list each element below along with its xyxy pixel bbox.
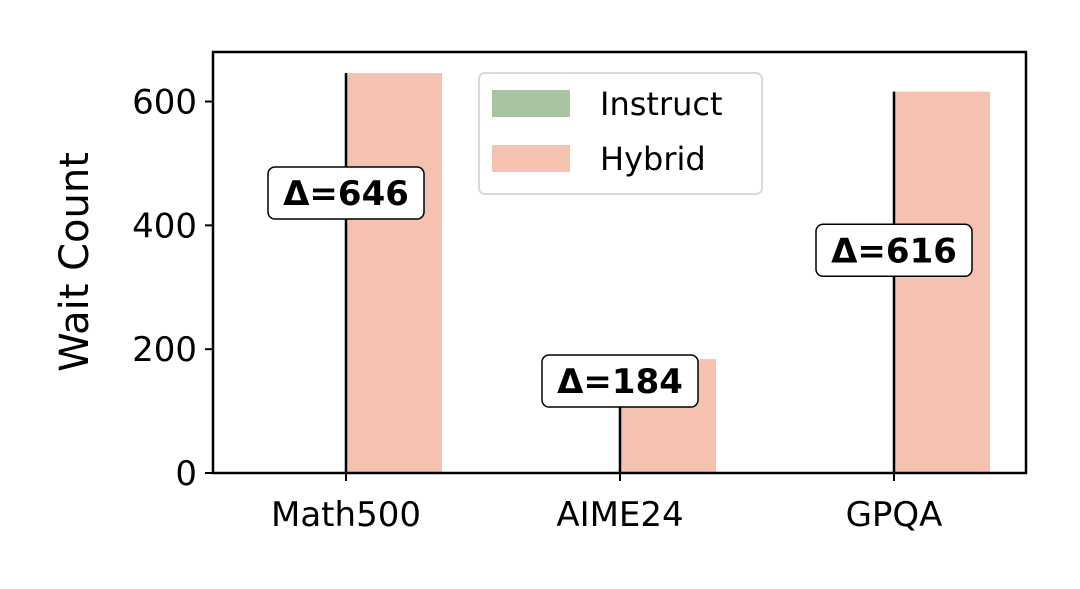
delta-label-aime24: Δ=184 (557, 362, 683, 402)
y-tick-label-0: 0 (175, 454, 197, 494)
y-tick-label-400: 400 (132, 206, 197, 246)
delta-annotations: Δ=646 Δ=184 Δ=616 (267, 166, 973, 408)
delta-label-box-aime24 (541, 354, 699, 408)
legend: Instruct Hybrid (478, 72, 763, 195)
legend-label-instruct: Instruct (600, 85, 723, 123)
y-axis: 0 200 400 600 (132, 83, 213, 494)
x-tick-label-math500: Math500 (271, 495, 421, 535)
bar-hybrid-math500 (346, 73, 442, 474)
delta-label-box-gpqa (815, 223, 973, 278)
y-axis-label: Wait Count (52, 152, 98, 372)
bars-layer (346, 73, 990, 474)
y-tick-label-600: 600 (132, 83, 197, 123)
x-tick-label-gpqa: GPQA (846, 495, 943, 535)
legend-swatch-hybrid (492, 145, 570, 172)
delta-label-box-math500 (267, 166, 425, 220)
y-tick-label-200: 200 (132, 330, 197, 370)
delta-label-math500: Δ=646 (283, 174, 409, 214)
x-axis: Math500 AIME24 GPQA (271, 473, 942, 535)
legend-swatch-instruct (492, 90, 570, 117)
bar-hybrid-gpqa (894, 91, 990, 473)
legend-label-hybrid: Hybrid (600, 140, 706, 178)
delta-label-gpqa: Δ=616 (831, 231, 957, 271)
x-tick-label-aime24: AIME24 (556, 495, 683, 535)
